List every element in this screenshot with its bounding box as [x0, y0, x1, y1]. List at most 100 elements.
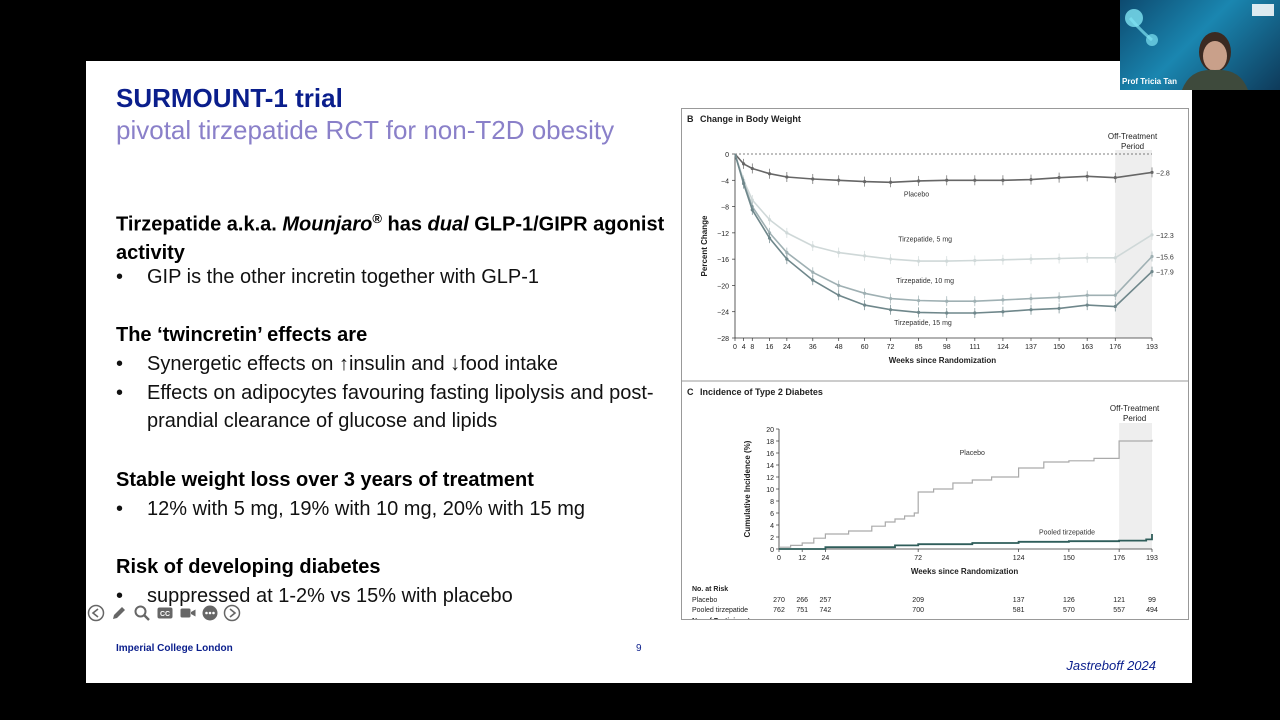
off-treatment-band	[1115, 150, 1152, 338]
series-label: Tirzepatide, 10 mg	[896, 278, 954, 285]
y-tick-label: −24	[717, 310, 729, 317]
y-tick-label: 8	[770, 499, 774, 506]
x-tick-label: 0	[733, 344, 737, 351]
more-icon[interactable]	[201, 604, 219, 622]
data-point	[1029, 257, 1033, 261]
data-point	[1001, 178, 1005, 182]
data-point	[1029, 308, 1033, 312]
x-tick-label: 176	[1109, 344, 1121, 351]
svg-text:CC: CC	[160, 611, 170, 618]
data-point	[750, 166, 754, 171]
series-label: Placebo	[904, 192, 929, 199]
data-point	[1057, 295, 1061, 299]
data-point	[1113, 293, 1117, 297]
data-point	[1001, 258, 1005, 262]
next-icon[interactable]	[223, 604, 241, 622]
figure-chart: B Change in Body WeightOff-TreatmentPerio…	[682, 114, 1188, 619]
x-tick-label: 16	[766, 344, 774, 351]
y-tick-label: −12	[717, 231, 729, 238]
pen-icon[interactable]	[110, 604, 128, 622]
data-point	[742, 181, 746, 186]
data-point	[767, 236, 772, 240]
series-line	[734, 153, 1153, 314]
y-tick-label: 6	[770, 511, 774, 518]
series-line	[734, 153, 1153, 262]
camera-icon[interactable]	[179, 604, 197, 622]
end-value-label: −15.6	[1156, 255, 1174, 262]
data-point	[837, 250, 841, 255]
data-point	[917, 310, 921, 314]
speaker-name: Prof Tricia Tan	[1122, 77, 1177, 86]
data-point	[917, 179, 921, 183]
data-point	[1001, 298, 1005, 302]
data-point	[1113, 176, 1117, 180]
y-tick-label: −28	[717, 336, 729, 343]
data-point	[837, 283, 841, 288]
end-value-label: −2.8	[1156, 170, 1170, 177]
slide-subtitle: pivotal tirzepatide RCT for non-T2D obes…	[116, 115, 615, 145]
series-line	[779, 534, 1153, 550]
x-axis-label: Weeks since Randomization	[911, 567, 1019, 576]
figure-panel: B Change in Body Weight Off-Treatment Perio…	[681, 108, 1189, 620]
annotation-line: Off-Treatment	[1108, 132, 1158, 141]
y-tick-label: −8	[721, 205, 729, 212]
y-tick-label: 20	[766, 427, 774, 434]
data-point	[863, 303, 867, 307]
end-value-label: −17.9	[1156, 270, 1174, 277]
risk-table-cell: 99	[1148, 597, 1156, 604]
data-point	[767, 172, 772, 176]
data-point	[917, 298, 921, 303]
risk-table-cell: 257	[820, 597, 832, 604]
data-point	[1057, 256, 1061, 261]
data-point	[1150, 170, 1154, 174]
section-heading-diabetes: Risk of developing diabetes	[116, 556, 381, 578]
data-point	[785, 250, 789, 255]
data-point	[945, 311, 949, 315]
data-point	[811, 270, 815, 274]
citation: Jastreboff 2024	[1066, 658, 1156, 673]
data-point	[973, 311, 977, 315]
data-point	[1150, 254, 1154, 259]
y-tick-label: 4	[770, 523, 774, 530]
captions-icon[interactable]: CC	[156, 604, 174, 622]
zoom-icon[interactable]	[133, 604, 151, 622]
y-axis-label: Percent Change	[700, 215, 709, 276]
panel-label: C	[687, 387, 694, 397]
data-point	[837, 293, 841, 297]
x-tick-label: 60	[861, 344, 869, 351]
x-tick-label: 150	[1063, 555, 1075, 562]
page-number: 9	[636, 643, 642, 654]
data-point	[1085, 174, 1089, 178]
x-tick-label: 12	[798, 555, 806, 562]
x-tick-label: 48	[835, 344, 843, 351]
series-label: Tirzepatide, 15 mg	[894, 320, 952, 327]
end-value-label: −12.3	[1156, 233, 1174, 240]
data-point	[888, 308, 893, 312]
speaker-video: Prof Tricia Tan	[1120, 0, 1280, 90]
data-point	[742, 162, 746, 166]
speaker-silhouette	[1125, 9, 1248, 90]
x-tick-label: 111	[970, 344, 981, 351]
x-tick-label: 193	[1146, 555, 1158, 562]
risk-table-cell: 762	[773, 607, 785, 614]
risk-table-cell: 270	[773, 597, 785, 604]
data-point	[811, 177, 815, 181]
y-tick-label: 18	[766, 439, 774, 446]
data-point	[811, 278, 815, 282]
data-point	[888, 180, 893, 184]
risk-table-cell: 700	[912, 607, 924, 614]
risk-table-cell: 570	[1063, 607, 1075, 614]
meeting-logo-icon	[1252, 4, 1274, 16]
data-point	[945, 259, 949, 263]
data-point	[1150, 233, 1154, 237]
risk-row-label: Placebo	[692, 597, 717, 604]
x-tick-label: 72	[887, 344, 895, 351]
data-point	[863, 291, 867, 295]
data-point	[837, 178, 841, 182]
x-tick-label: 4	[742, 344, 746, 351]
annotation-line: Period	[1121, 142, 1144, 151]
data-point	[785, 231, 789, 235]
series-label: Pooled tirzepatide	[1039, 530, 1095, 537]
y-tick-label: 16	[766, 451, 774, 458]
previous-icon[interactable]	[87, 604, 105, 622]
